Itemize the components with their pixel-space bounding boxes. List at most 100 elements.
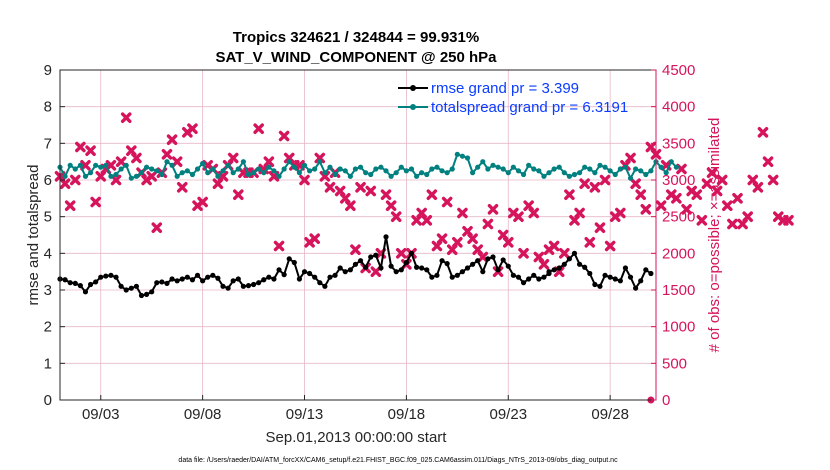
rmse-point bbox=[393, 269, 399, 275]
y-left-tick-label: 4 bbox=[44, 245, 52, 262]
totalspread-point bbox=[388, 173, 394, 179]
obs-assimilated-marker bbox=[309, 233, 321, 244]
x-tick-label: 09/03 bbox=[82, 406, 120, 423]
rmse-point bbox=[352, 261, 359, 267]
obs-assimilated-marker bbox=[722, 200, 733, 211]
rmse-tail-point bbox=[643, 267, 649, 273]
obs-assimilated-marker bbox=[314, 152, 326, 164]
obs-assimilated-marker bbox=[716, 174, 728, 186]
rmse-point bbox=[184, 274, 190, 280]
obs-assimilated-marker bbox=[706, 167, 718, 178]
x-axis-label: Sep.01,2013 00:00:00 start bbox=[266, 429, 448, 446]
rmse-point bbox=[169, 276, 175, 282]
rmse-point bbox=[250, 281, 257, 288]
totalspread-point bbox=[515, 168, 522, 174]
rmse-point bbox=[459, 269, 466, 275]
obs-assimilated-marker bbox=[324, 182, 336, 193]
obs-assimilated-marker bbox=[232, 189, 244, 200]
obs-assimilated-marker bbox=[559, 248, 570, 259]
obs-assimilated-marker bbox=[538, 259, 550, 270]
totalspread-point bbox=[154, 168, 160, 174]
rmse-point bbox=[383, 234, 389, 240]
rmse-point bbox=[215, 275, 221, 281]
rmse-point bbox=[541, 274, 547, 280]
rmse-point bbox=[210, 272, 216, 278]
obs-assimilated-marker bbox=[151, 222, 163, 233]
rmse-point bbox=[164, 280, 170, 286]
rmse-point bbox=[77, 283, 83, 289]
rmse-tail-point bbox=[556, 265, 562, 271]
totalspread-point bbox=[301, 162, 308, 168]
totalspread-point bbox=[587, 166, 593, 172]
rmse-tail-point bbox=[633, 285, 639, 291]
totalspread-point bbox=[271, 168, 277, 174]
rmse-tail-point bbox=[561, 261, 567, 267]
totalspread-point bbox=[531, 166, 537, 172]
obs-assimilated-marker bbox=[421, 215, 433, 226]
obs-assimilated-marker bbox=[783, 215, 794, 226]
obs-assimilated-marker bbox=[635, 189, 647, 200]
y-left-tick-label: 2 bbox=[44, 319, 52, 336]
y-left-tick-label: 1 bbox=[44, 355, 52, 372]
totalspread-point bbox=[189, 171, 196, 178]
y-right-tick-label: 3000 bbox=[662, 172, 695, 189]
data-file-footer: data file: /Users/raeder/DAI/ATM_forcXX/… bbox=[178, 457, 618, 464]
rmse-tail-point bbox=[576, 261, 583, 267]
rmse-point bbox=[536, 276, 542, 282]
rmse-point bbox=[495, 267, 501, 273]
obs-assimilated-marker bbox=[513, 211, 524, 222]
obs-assimilated-marker bbox=[355, 182, 366, 193]
totalspread-point bbox=[378, 164, 384, 170]
obs-assimilated-marker bbox=[441, 196, 453, 208]
rmse-point bbox=[419, 265, 425, 271]
totalspread-point bbox=[220, 168, 226, 174]
rmse-point bbox=[98, 274, 104, 280]
rmse-point bbox=[500, 257, 506, 263]
rmse-tail-point bbox=[627, 274, 634, 280]
totalspread-point bbox=[159, 171, 165, 178]
rmse-point bbox=[429, 274, 435, 280]
rmse-point bbox=[531, 272, 537, 278]
y-right-tick-label: 3500 bbox=[662, 135, 695, 152]
rmse-tail-point bbox=[551, 267, 557, 273]
totalspread-point bbox=[485, 166, 491, 172]
rmse-point bbox=[403, 259, 409, 266]
totalspread-point bbox=[113, 171, 119, 178]
rmse-point bbox=[388, 263, 394, 269]
rmse-point bbox=[347, 267, 353, 273]
rmse-point bbox=[363, 264, 369, 270]
totalspread-point bbox=[592, 170, 598, 176]
totalspread-point bbox=[240, 159, 246, 165]
y-right-tick-label: 4500 bbox=[662, 62, 695, 79]
rmse-point bbox=[179, 276, 185, 282]
legend-rmse-marker bbox=[410, 85, 416, 91]
y-left-tick-label: 6 bbox=[44, 172, 52, 189]
totalspread-point bbox=[245, 171, 252, 178]
totalspread-point bbox=[266, 164, 272, 170]
rmse-point bbox=[154, 280, 160, 286]
obs-assimilated-marker bbox=[640, 204, 652, 215]
obs-assimilated-marker bbox=[691, 189, 703, 200]
totalspread-point bbox=[103, 162, 109, 168]
obs-assimilated-marker bbox=[732, 193, 743, 204]
rmse-point bbox=[454, 272, 460, 278]
obs-assimilated-marker bbox=[273, 240, 285, 252]
totalspread-point bbox=[403, 168, 409, 174]
obs-assimilated-marker bbox=[227, 152, 239, 164]
totalspread-point bbox=[470, 170, 476, 176]
rmse-tail-line bbox=[548, 251, 652, 291]
obs-assimilated-marker bbox=[80, 160, 91, 171]
totalspread-point bbox=[194, 166, 201, 172]
y-axis-left-ticks: 0 1 2 3 4 5 6 7 8 9 bbox=[44, 62, 65, 409]
totalspread-point bbox=[408, 166, 415, 172]
totalspread-point bbox=[556, 164, 562, 170]
obs-assimilated-marker bbox=[742, 211, 753, 222]
rmse-point bbox=[225, 285, 231, 291]
rmse-point bbox=[72, 280, 78, 286]
totalspread-point bbox=[444, 170, 450, 176]
totalspread-point bbox=[668, 159, 674, 165]
rmse-point bbox=[128, 285, 134, 291]
totalspread-point bbox=[123, 162, 129, 168]
rmse-point bbox=[108, 272, 114, 278]
obs-assimilated-marker bbox=[64, 200, 76, 211]
